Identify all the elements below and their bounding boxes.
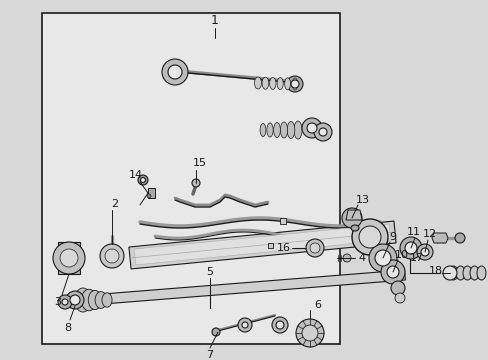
Text: 14: 14 [129, 170, 143, 180]
Ellipse shape [81, 289, 96, 311]
Ellipse shape [75, 288, 91, 312]
Ellipse shape [350, 225, 358, 231]
Circle shape [138, 175, 148, 185]
Circle shape [305, 239, 324, 257]
Ellipse shape [469, 266, 478, 280]
Ellipse shape [286, 122, 294, 139]
Polygon shape [58, 242, 80, 274]
Ellipse shape [292, 78, 297, 90]
Circle shape [168, 65, 182, 79]
Ellipse shape [260, 123, 265, 136]
Ellipse shape [277, 78, 283, 90]
Circle shape [416, 244, 432, 260]
Circle shape [313, 123, 331, 141]
Circle shape [318, 128, 326, 136]
Text: 1: 1 [211, 13, 219, 27]
Circle shape [454, 233, 464, 243]
Circle shape [162, 59, 187, 85]
Ellipse shape [476, 266, 485, 280]
Text: 6: 6 [314, 300, 321, 310]
Circle shape [290, 80, 298, 88]
Circle shape [368, 244, 396, 272]
Circle shape [66, 291, 84, 309]
Circle shape [309, 243, 319, 253]
Text: 9: 9 [388, 232, 396, 242]
Polygon shape [431, 233, 447, 243]
Polygon shape [134, 224, 390, 265]
Text: 16: 16 [276, 243, 290, 253]
Ellipse shape [262, 77, 268, 89]
Circle shape [342, 254, 350, 262]
Circle shape [58, 295, 72, 309]
Ellipse shape [462, 266, 471, 280]
Circle shape [70, 295, 80, 305]
Text: 15: 15 [193, 158, 206, 168]
Circle shape [53, 242, 85, 274]
Polygon shape [129, 221, 395, 269]
Ellipse shape [269, 77, 275, 89]
Ellipse shape [448, 266, 457, 280]
Text: 11: 11 [406, 227, 420, 237]
Ellipse shape [254, 77, 261, 89]
Ellipse shape [102, 293, 112, 307]
Text: 7: 7 [206, 350, 213, 360]
Circle shape [420, 248, 428, 256]
Circle shape [399, 237, 421, 259]
Polygon shape [346, 210, 361, 220]
Circle shape [358, 226, 380, 248]
Circle shape [302, 325, 317, 341]
Bar [280, 218, 285, 224]
Circle shape [302, 118, 321, 138]
Text: 12: 12 [422, 229, 436, 239]
Circle shape [286, 76, 303, 92]
Circle shape [271, 317, 287, 333]
Bar [41, 13, 339, 344]
Circle shape [275, 321, 284, 329]
Text: 4: 4 [358, 253, 365, 263]
Ellipse shape [455, 266, 464, 280]
Circle shape [306, 123, 316, 133]
Text: 17: 17 [409, 253, 423, 263]
Text: 8: 8 [64, 323, 71, 333]
Bar [267, 243, 272, 248]
Circle shape [62, 299, 68, 305]
Text: 18: 18 [428, 266, 442, 276]
Ellipse shape [273, 122, 280, 138]
Polygon shape [148, 188, 155, 198]
Ellipse shape [280, 122, 287, 138]
Circle shape [147, 194, 151, 198]
Polygon shape [64, 270, 405, 307]
Circle shape [140, 177, 145, 183]
Circle shape [100, 244, 124, 268]
Circle shape [192, 179, 200, 187]
Circle shape [374, 250, 390, 266]
Circle shape [390, 281, 404, 295]
Circle shape [351, 219, 387, 255]
Text: 13: 13 [355, 195, 369, 205]
Text: 3: 3 [54, 297, 61, 307]
Circle shape [380, 260, 404, 284]
Circle shape [105, 249, 119, 263]
Circle shape [394, 293, 404, 303]
Circle shape [404, 242, 416, 254]
Text: 10: 10 [394, 250, 408, 260]
Ellipse shape [284, 78, 290, 90]
Circle shape [60, 249, 78, 267]
Circle shape [386, 266, 398, 278]
Circle shape [212, 328, 220, 336]
Text: 5: 5 [206, 267, 213, 277]
Circle shape [242, 322, 247, 328]
Ellipse shape [95, 292, 107, 309]
Circle shape [341, 208, 361, 228]
Ellipse shape [88, 291, 102, 310]
Text: 2: 2 [111, 199, 118, 209]
Circle shape [442, 266, 456, 280]
Ellipse shape [266, 123, 273, 137]
Circle shape [238, 318, 251, 332]
Ellipse shape [293, 121, 302, 139]
Circle shape [295, 319, 324, 347]
